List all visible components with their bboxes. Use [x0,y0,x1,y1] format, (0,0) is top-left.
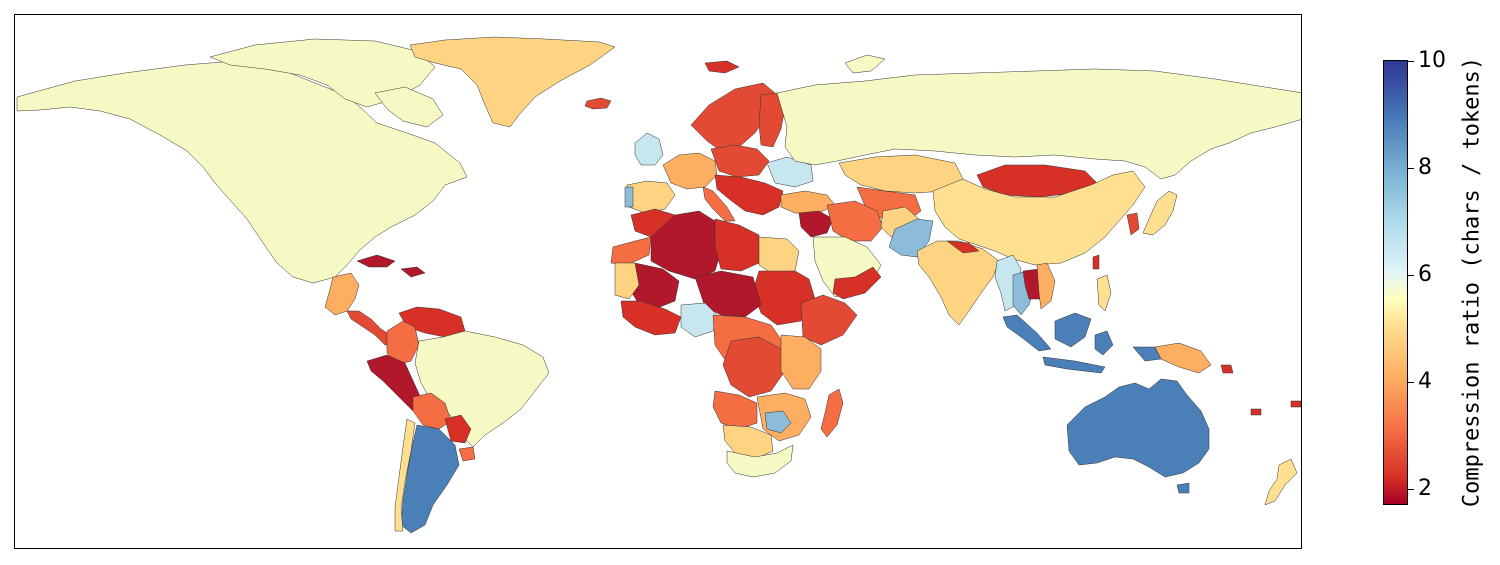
map-svg [16,36,1301,534]
region-zimbabwe [764,410,792,434]
world-choropleth-map [14,14,1302,549]
region-italy [702,186,736,222]
region-colombia [386,320,420,366]
region-japan [1142,190,1178,236]
colorbar-tick [1408,61,1414,62]
region-chile [394,418,416,532]
region-ukraine [766,156,814,188]
region-pacific-islands [1220,364,1301,416]
region-western-sahara [610,236,652,266]
region-svalbard [704,60,740,74]
region-western-europe [662,152,718,190]
region-madagascar [820,388,844,438]
region-east-africa [780,334,822,390]
colorbar [1383,60,1408,505]
region-iceland [584,97,612,110]
region-cuba [356,254,396,268]
colorbar-tick-label: 6 [1418,262,1432,287]
region-germany-poland [710,144,770,178]
colorbar-tick-label: 4 [1418,369,1432,394]
region-novaya-zemlya [844,54,886,74]
region-taiwan [1092,254,1100,270]
region-south-africa [726,444,794,478]
region-australia [1066,378,1210,478]
colorbar-tick [1408,168,1414,169]
region-iberia [626,180,676,214]
region-russia [776,68,1301,180]
region-vietnam [1036,262,1056,310]
region-sumatra [1002,314,1052,352]
region-paraguay [444,414,472,444]
region-java [1042,356,1106,374]
region-bolivia [412,392,452,430]
region-new-zealand [1264,458,1298,506]
region-hispaniola [400,266,426,278]
colorbar-tick-label: 8 [1418,155,1432,180]
region-drc [722,336,786,398]
region-uruguay [458,446,476,462]
region-iran-iraq [826,200,884,242]
colorbar-title: Compression ratio (chars / tokens) [1459,56,1485,508]
region-turkey [780,190,836,214]
region-tasmania [1176,482,1190,494]
region-mexico [324,272,360,316]
region-angola [712,390,758,430]
region-baffin-island [374,86,444,128]
region-new-guinea [1154,342,1212,374]
region-egypt [758,236,800,274]
colorbar-tick-label: 2 [1418,476,1432,501]
region-portugal [624,186,634,208]
region-korea [1126,212,1140,236]
region-nepal [946,240,980,254]
colorbar-tick [1408,489,1414,490]
region-uk [634,132,664,166]
region-borneo [1054,312,1092,348]
region-ethiopia-horn [800,294,858,346]
region-yemen-oman [832,266,882,300]
region-north-america [16,60,468,284]
region-western-new-guinea [1132,346,1162,362]
colorbar-tick-label: 10 [1418,48,1446,73]
region-china [932,170,1146,266]
colorbar-tick [1408,382,1414,383]
region-philippines [1096,274,1112,312]
colorbar-tick [1408,275,1414,276]
region-greenland [409,36,616,128]
region-west-africa-coast [620,300,682,336]
region-sulawesi [1094,330,1114,356]
region-southeast-europe [714,174,784,216]
region-mauritania [614,262,640,300]
region-namibia-botswana [722,424,774,460]
region-india [916,240,1000,326]
region-levant [798,210,834,238]
region-libya [714,218,760,272]
region-nigeria [680,302,718,338]
region-argentina [400,424,460,534]
